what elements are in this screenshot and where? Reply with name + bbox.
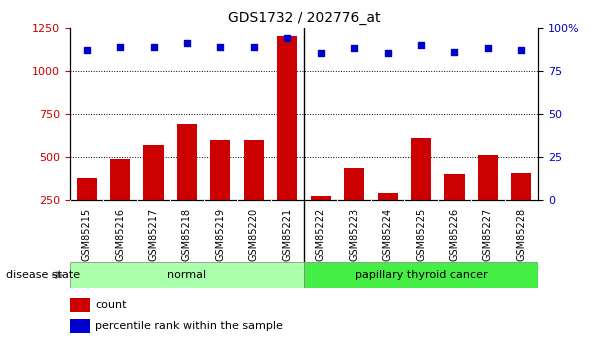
Text: papillary thyroid cancer: papillary thyroid cancer [354, 270, 488, 280]
Point [483, 46, 493, 51]
Text: GSM85226: GSM85226 [449, 208, 460, 261]
Text: GSM85215: GSM85215 [81, 208, 92, 261]
Point [282, 35, 292, 41]
Bar [70, 262, 304, 288]
Bar [304, 262, 538, 288]
Text: GSM85219: GSM85219 [215, 208, 226, 260]
Bar [277, 36, 297, 200]
Text: normal: normal [167, 270, 207, 280]
Bar [70, 318, 90, 333]
Text: GSM85223: GSM85223 [349, 208, 359, 261]
Text: GSM85228: GSM85228 [516, 208, 527, 261]
Bar [478, 155, 498, 200]
Bar [311, 196, 331, 200]
Bar [511, 173, 531, 200]
Point [383, 51, 393, 56]
Bar [210, 140, 230, 200]
Bar [143, 145, 164, 200]
Bar [344, 168, 364, 200]
Text: disease state: disease state [6, 270, 80, 280]
Point [81, 47, 91, 53]
Point [316, 51, 326, 56]
Point [449, 49, 460, 55]
Point [349, 46, 359, 51]
Bar [244, 140, 264, 200]
Text: GSM85218: GSM85218 [182, 208, 192, 260]
Point [115, 44, 125, 49]
Point [148, 44, 158, 49]
Text: GSM85222: GSM85222 [316, 208, 326, 261]
Bar [110, 159, 130, 200]
Text: GSM85227: GSM85227 [483, 208, 493, 261]
Bar [411, 138, 431, 200]
Text: GSM85221: GSM85221 [282, 208, 292, 261]
Text: percentile rank within the sample: percentile rank within the sample [95, 321, 283, 331]
Point [182, 40, 192, 46]
Text: GSM85225: GSM85225 [416, 208, 426, 261]
Text: GSM85216: GSM85216 [115, 208, 125, 260]
Bar [444, 174, 465, 200]
Text: GSM85224: GSM85224 [382, 208, 393, 261]
Text: GSM85217: GSM85217 [148, 208, 159, 261]
Bar [70, 298, 90, 312]
Point [517, 47, 527, 53]
Text: count: count [95, 300, 127, 310]
Point [416, 42, 426, 48]
Point [215, 44, 225, 49]
Title: GDS1732 / 202776_at: GDS1732 / 202776_at [228, 11, 380, 25]
Bar [177, 124, 197, 200]
Bar [77, 178, 97, 200]
Bar [378, 193, 398, 200]
Point [249, 44, 259, 49]
Text: GSM85220: GSM85220 [249, 208, 259, 261]
